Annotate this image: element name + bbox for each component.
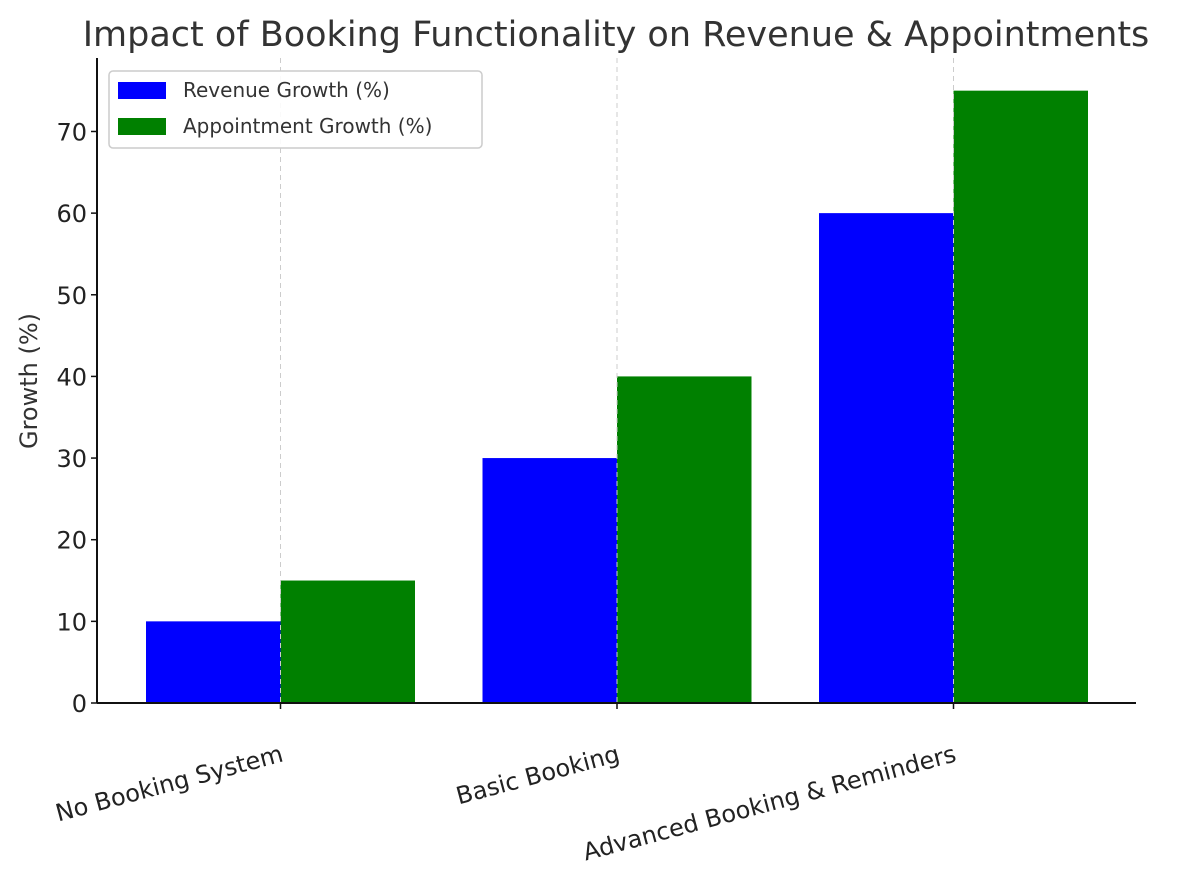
chart-title: Impact of Booking Functionality on Reven… <box>83 15 1150 55</box>
y-tick-label: 60 <box>56 200 87 228</box>
legend-swatch-appointment <box>118 118 166 135</box>
legend-swatch-revenue <box>118 82 166 99</box>
y-axis-label: Growth (%) <box>15 313 43 449</box>
x-tick-label: No Booking System <box>53 740 286 828</box>
legend-box <box>108 70 483 149</box>
y-tick-label: 70 <box>56 118 87 146</box>
y-tick-label: 50 <box>56 282 87 310</box>
y-tick-label: 10 <box>56 608 87 636</box>
bar-revenue-1 <box>482 458 617 703</box>
legend: Revenue Growth (%) Appointment Growth (%) <box>108 70 483 149</box>
plot-area: 0 10 20 30 40 50 60 70 No Booking System Basic Bo… <box>53 58 1136 866</box>
bar-revenue-0 <box>146 621 281 703</box>
x-tick-label: Advanced Booking & Reminders <box>580 740 959 867</box>
bar-appointment-2 <box>953 90 1088 704</box>
y-tick-label: 30 <box>56 445 87 473</box>
x-tick-label: Basic Booking <box>453 740 623 811</box>
legend-label-appointment: Appointment Growth (%) <box>183 114 432 138</box>
bar-appointment-1 <box>617 376 752 703</box>
y-tick-label: 40 <box>56 363 87 391</box>
y-tick-label: 20 <box>56 527 87 555</box>
bar-revenue-2 <box>819 213 954 703</box>
bar-appointment-0 <box>280 580 415 703</box>
legend-label-revenue: Revenue Growth (%) <box>183 78 390 102</box>
y-tick-label: 0 <box>72 690 87 718</box>
